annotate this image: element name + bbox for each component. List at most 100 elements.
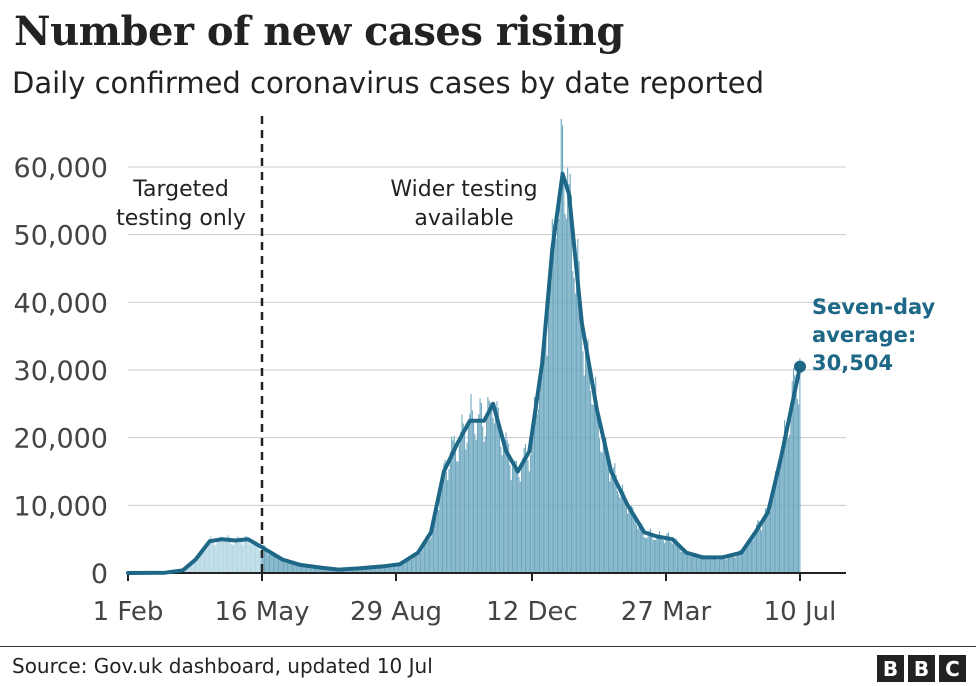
daily-bar <box>224 540 226 573</box>
daily-bar <box>520 467 523 573</box>
daily-bar <box>527 460 529 573</box>
daily-bar <box>583 375 585 573</box>
daily-bar <box>276 557 278 573</box>
daily-bar <box>606 455 608 573</box>
daily-bar <box>376 567 378 573</box>
daily-bar <box>207 542 209 573</box>
daily-bar <box>545 334 547 573</box>
daily-bar <box>369 566 371 573</box>
daily-bar <box>228 535 230 573</box>
daily-bar <box>664 543 666 573</box>
daily-bar <box>357 568 359 573</box>
daily-bar <box>419 553 422 573</box>
daily-bar <box>489 402 492 573</box>
daily-bar <box>441 470 444 573</box>
daily-bar <box>363 567 365 573</box>
daily-bar <box>628 510 630 573</box>
y-tick-label: 50,000 <box>14 221 108 252</box>
daily-bar <box>637 528 639 573</box>
daily-bar <box>740 551 742 573</box>
daily-bar <box>326 567 328 573</box>
daily-bar <box>443 463 445 573</box>
daily-bar <box>478 414 480 573</box>
chart-annotations: Targeted testing only Wider testing availab… <box>116 177 935 375</box>
daily-bar <box>272 553 274 573</box>
daily-bar <box>211 539 213 573</box>
daily-bar <box>311 566 313 573</box>
daily-bar <box>280 557 282 573</box>
daily-bar <box>794 375 796 573</box>
daily-bar <box>644 538 647 573</box>
daily-bar <box>579 309 581 573</box>
daily-bar <box>597 411 599 573</box>
daily-bar <box>639 524 641 573</box>
daily-case-bars <box>156 118 801 574</box>
daily-bar <box>776 471 778 573</box>
daily-bar <box>386 566 388 573</box>
daily-bar <box>399 563 401 573</box>
daily-bar <box>704 556 707 573</box>
daily-bar <box>325 567 327 573</box>
daily-bar <box>519 481 521 573</box>
daily-bar <box>447 480 449 573</box>
daily-bar <box>394 565 396 573</box>
daily-bar <box>618 494 620 573</box>
daily-bar <box>187 567 189 573</box>
daily-bar <box>581 329 583 573</box>
daily-bar <box>561 125 564 573</box>
daily-bar <box>230 544 232 573</box>
daily-bar <box>564 213 566 573</box>
daily-bar <box>286 562 288 573</box>
daily-bar <box>582 351 584 573</box>
daily-bar <box>657 535 659 573</box>
daily-bar <box>573 277 575 573</box>
daily-bar <box>330 569 332 573</box>
daily-bar <box>198 555 200 573</box>
daily-bar <box>715 557 717 573</box>
targeted-note: Targeted <box>132 177 229 202</box>
x-axis-labels: 1 Feb 16 May 29 Aug 12 Dec 27 Mar 10 Jul <box>93 597 837 627</box>
daily-bar <box>757 520 759 573</box>
targeted-note: testing only <box>116 206 246 231</box>
daily-bar <box>271 552 273 573</box>
daily-bar <box>233 544 235 573</box>
daily-bar <box>598 438 601 573</box>
daily-bar <box>792 368 795 573</box>
daily-bar <box>508 443 510 573</box>
daily-bar <box>524 443 526 573</box>
daily-bar <box>699 558 701 573</box>
chart-subtitle: Daily confirmed coronavirus cases by dat… <box>12 66 764 100</box>
daily-bar <box>735 555 737 573</box>
daily-bar <box>321 568 323 573</box>
daily-bar <box>745 544 747 573</box>
daily-bar <box>610 476 612 573</box>
daily-bar <box>676 541 678 573</box>
daily-bar <box>551 219 553 573</box>
daily-bar <box>422 543 424 573</box>
daily-bar <box>456 461 458 573</box>
daily-bar <box>541 355 543 573</box>
daily-bar <box>689 556 691 573</box>
daily-bar <box>314 567 317 573</box>
daily-bar <box>248 539 250 573</box>
daily-bar <box>653 540 655 573</box>
daily-bar <box>220 536 222 573</box>
y-tick-label: 40,000 <box>14 288 108 319</box>
daily-bar <box>200 551 202 573</box>
daily-bar <box>501 455 503 573</box>
daily-bar <box>487 397 489 573</box>
daily-bar <box>258 549 260 573</box>
daily-bar <box>377 566 379 573</box>
daily-bar <box>374 567 377 573</box>
daily-bar <box>540 372 542 573</box>
daily-bar <box>679 546 681 573</box>
daily-bar <box>474 434 476 573</box>
daily-bar <box>297 564 299 573</box>
daily-bar <box>749 539 751 573</box>
daily-bar <box>764 508 766 573</box>
daily-bar <box>568 184 570 573</box>
average-value: 30,504 <box>812 351 893 375</box>
daily-bar <box>724 558 726 573</box>
daily-bar <box>373 567 375 573</box>
daily-bar <box>492 417 494 573</box>
